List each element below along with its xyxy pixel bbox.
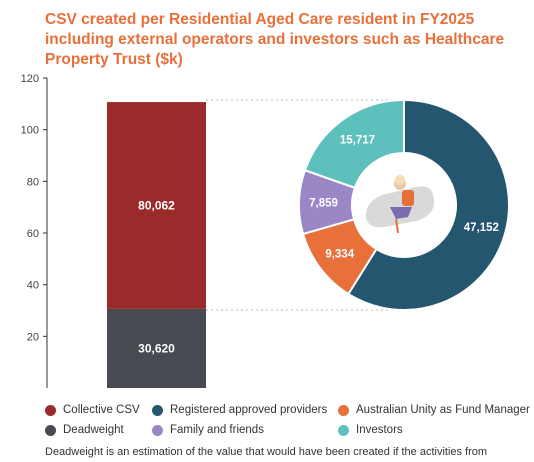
chart-area: 20 40 60 80 100 120 30,620 80,062 47,152 9,334 7,8…	[21, 73, 510, 388]
legend-label: Family and friends	[170, 424, 264, 436]
legend-label: Investors	[356, 424, 403, 436]
legend-item-collective-csv: Collective CSV	[45, 404, 140, 416]
hand-shape	[365, 186, 435, 228]
y-tick-label: 100	[21, 125, 39, 137]
donut-data-label: 7,859	[309, 198, 338, 210]
bar-deadweight	[107, 308, 206, 388]
legend-item-registered-providers: Registered approved providers	[152, 404, 327, 416]
legend-swatch	[45, 424, 56, 436]
y-tick-label: 40	[27, 280, 39, 292]
legend-label: Australian Unity as Fund Manager	[356, 404, 530, 416]
legend-swatch	[152, 424, 163, 436]
bar-collective-csv	[107, 102, 206, 309]
bar-data-label: 30,620	[138, 341, 175, 355]
legend-item-deadweight: Deadweight	[45, 424, 124, 436]
legend-item-fund-manager: Australian Unity as Fund Manager	[338, 404, 530, 416]
bar-data-label: 80,062	[138, 198, 175, 212]
donut-data-label: 15,717	[340, 134, 375, 146]
chart-title: CSV created per Residential Aged Care re…	[45, 11, 505, 68]
resident-illustration	[365, 175, 435, 234]
y-tick-label: 80	[27, 176, 39, 188]
donut-slice	[303, 98, 405, 190]
y-tick-label: 120	[21, 73, 39, 85]
legend-label: Deadweight	[63, 424, 124, 436]
legs-shape	[390, 207, 412, 219]
legend-item-family-friends: Family and friends	[152, 424, 264, 436]
legend-item-investors: Investors	[338, 424, 403, 436]
torso-shape	[402, 190, 414, 206]
footnote: Deadweight is an estimation of the value…	[45, 446, 488, 458]
legend-label: Collective CSV	[63, 404, 140, 416]
legend-swatch	[45, 404, 56, 416]
donut-slice	[346, 98, 510, 311]
legend-swatch	[338, 404, 349, 416]
hair-shape	[395, 175, 405, 185]
y-tick-label: 20	[27, 331, 39, 343]
legend-swatch	[152, 404, 163, 416]
donut-data-label: 9,334	[325, 248, 354, 260]
leg-line	[395, 218, 399, 234]
y-tick-label: 60	[27, 228, 39, 240]
legend-label: Registered approved providers	[170, 404, 328, 416]
donut-data-label: 47,152	[464, 222, 499, 234]
legend-swatch	[338, 424, 349, 436]
